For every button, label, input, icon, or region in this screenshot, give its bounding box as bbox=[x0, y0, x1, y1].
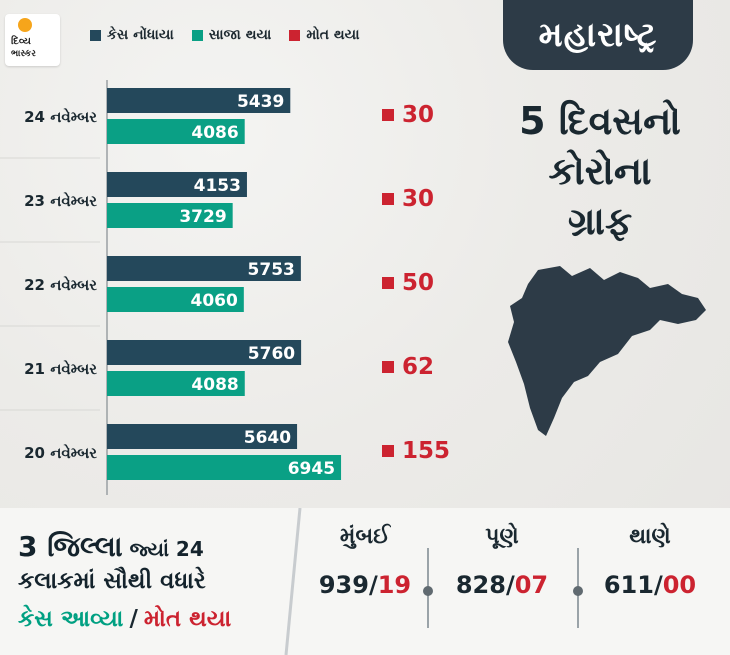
state-title-box: મહારાષ્ટ્ર bbox=[503, 0, 693, 70]
bar-value-label: 6945 bbox=[288, 459, 335, 479]
deaths-value-label: 30 bbox=[402, 186, 434, 212]
recovered-bar bbox=[107, 119, 245, 144]
bottom-title-rest: જ્યાં 24 bbox=[122, 537, 204, 561]
legend-label-cases: કેસ નોંધાયા bbox=[107, 27, 174, 43]
logo-text-2: ભાસ્કર bbox=[11, 49, 36, 59]
headline-line-3: ગ્રાફ bbox=[567, 199, 633, 243]
bottom-line-2: કલાકમાં સૌથી વધારે bbox=[18, 568, 206, 594]
city-cases: 939 bbox=[318, 571, 369, 599]
recovered-bar bbox=[107, 287, 244, 312]
city-value: 828/07 bbox=[432, 556, 572, 614]
city-separator bbox=[573, 548, 583, 628]
category-label: 20 નવેમ્બર bbox=[24, 443, 97, 462]
legend-item-recovered: સાજા થયા bbox=[191, 27, 272, 43]
city-deaths: 07 bbox=[514, 571, 549, 599]
bar-chart: 24 નવેમ્બર 5439 4086 30 23 નવેમ્બર 4153 3729 30… bbox=[0, 80, 450, 495]
bar-value-label: 3729 bbox=[179, 207, 226, 227]
headline-line-1: 5 દિવસનો bbox=[519, 99, 681, 143]
city-sep: / bbox=[653, 571, 663, 599]
legend-label-recovered: સાજા થયા bbox=[208, 27, 272, 43]
legend-swatch-deaths bbox=[289, 29, 301, 41]
bottom-title: 3 જિલ્લા જ્યાં 24 bbox=[18, 530, 204, 564]
headline-line-2: કોરોના bbox=[548, 149, 652, 193]
city-value: 611/00 bbox=[580, 556, 720, 614]
deaths-marker bbox=[382, 193, 394, 205]
legend-item-deaths: મોત થયા bbox=[289, 27, 360, 43]
bar-value-label: 4060 bbox=[190, 291, 237, 311]
deaths-value-label: 30 bbox=[402, 102, 434, 128]
legend-swatch-recovered bbox=[191, 29, 203, 41]
chart-legend: કેસ નોંધાયા સાજા થયા મોત થયા bbox=[90, 22, 360, 48]
legend-item-cases: કેસ નોંધાયા bbox=[90, 27, 174, 43]
legend-label-deaths: મોત થયા bbox=[306, 27, 360, 43]
panel-divider bbox=[284, 508, 302, 655]
cases-bar bbox=[107, 340, 302, 365]
deaths-marker bbox=[382, 361, 394, 373]
city-pune: પૂણે 828/07 bbox=[432, 518, 572, 614]
bottom-title-num: 3 bbox=[18, 530, 38, 563]
deaths-marker bbox=[382, 277, 394, 289]
recovered-bar bbox=[107, 203, 233, 228]
legend-swatch-cases bbox=[90, 29, 101, 41]
maharashtra-map-icon bbox=[508, 266, 706, 436]
category-label: 22 નવેમ્બર bbox=[24, 275, 97, 294]
city-value: 939/19 bbox=[295, 556, 435, 614]
bottom-slash: / bbox=[129, 606, 138, 632]
cases-bar bbox=[107, 256, 301, 281]
headline: 5 દિવસનો કોરોના ગ્રાફ bbox=[505, 96, 695, 246]
city-deaths: 00 bbox=[662, 571, 697, 599]
deaths-marker bbox=[382, 445, 394, 457]
sun-icon bbox=[18, 18, 32, 32]
city-name: મુંબઈ bbox=[339, 524, 391, 549]
bar-value-label: 5753 bbox=[248, 260, 295, 280]
deaths-value-label: 155 bbox=[402, 438, 450, 464]
bar-value-label: 5760 bbox=[248, 344, 295, 364]
bar-value-label: 5439 bbox=[237, 92, 284, 112]
separator-dot bbox=[423, 586, 433, 596]
bar-value-label: 4088 bbox=[191, 375, 238, 395]
state-title: મહારાષ્ટ્ર bbox=[538, 15, 658, 55]
bottom-panel: 3 જિલ્લા જ્યાં 24 કલાકમાં સૌથી વધારે કેસ… bbox=[0, 508, 730, 655]
city-thane: થાણે 611/00 bbox=[580, 518, 720, 614]
category-label: 24 નવેમ્બર bbox=[24, 107, 97, 126]
deaths-value-label: 62 bbox=[402, 354, 434, 380]
city-cases: 828 bbox=[455, 571, 506, 599]
city-name: થાણે bbox=[629, 524, 671, 549]
bottom-deaths-label: મોત થયા bbox=[143, 606, 232, 632]
brand-logo: દિવ્ય ભાસ્કર bbox=[5, 14, 60, 66]
category-label: 23 નવેમ્બર bbox=[24, 191, 97, 210]
bottom-title-word: જિલ્લા bbox=[47, 530, 123, 563]
bar-value-label: 4153 bbox=[194, 176, 241, 196]
bottom-line-3: કેસ આવ્યા / મોત થયા bbox=[18, 606, 231, 632]
logo-text-1: દિવ્ય bbox=[11, 36, 31, 47]
cases-bar bbox=[107, 424, 298, 449]
category-label: 21 નવેમ્બર bbox=[24, 359, 97, 378]
city-sep: / bbox=[505, 571, 515, 599]
city-deaths: 19 bbox=[377, 571, 412, 599]
city-name: પૂણે bbox=[485, 524, 519, 549]
recovered-bar bbox=[107, 371, 245, 396]
recovered-bar bbox=[107, 455, 342, 480]
city-cases: 611 bbox=[603, 571, 654, 599]
city-separator bbox=[423, 548, 433, 628]
city-mumbai: મુંબઈ 939/19 bbox=[295, 518, 435, 614]
bottom-cases-label: કેસ આવ્યા bbox=[18, 606, 124, 632]
bar-value-label: 5640 bbox=[244, 428, 291, 448]
separator-dot bbox=[573, 586, 583, 596]
bar-value-label: 4086 bbox=[191, 123, 238, 143]
cases-bar bbox=[107, 172, 247, 197]
city-sep: / bbox=[368, 571, 378, 599]
cases-bar bbox=[107, 88, 291, 113]
deaths-marker bbox=[382, 109, 394, 121]
deaths-value-label: 50 bbox=[402, 270, 434, 296]
